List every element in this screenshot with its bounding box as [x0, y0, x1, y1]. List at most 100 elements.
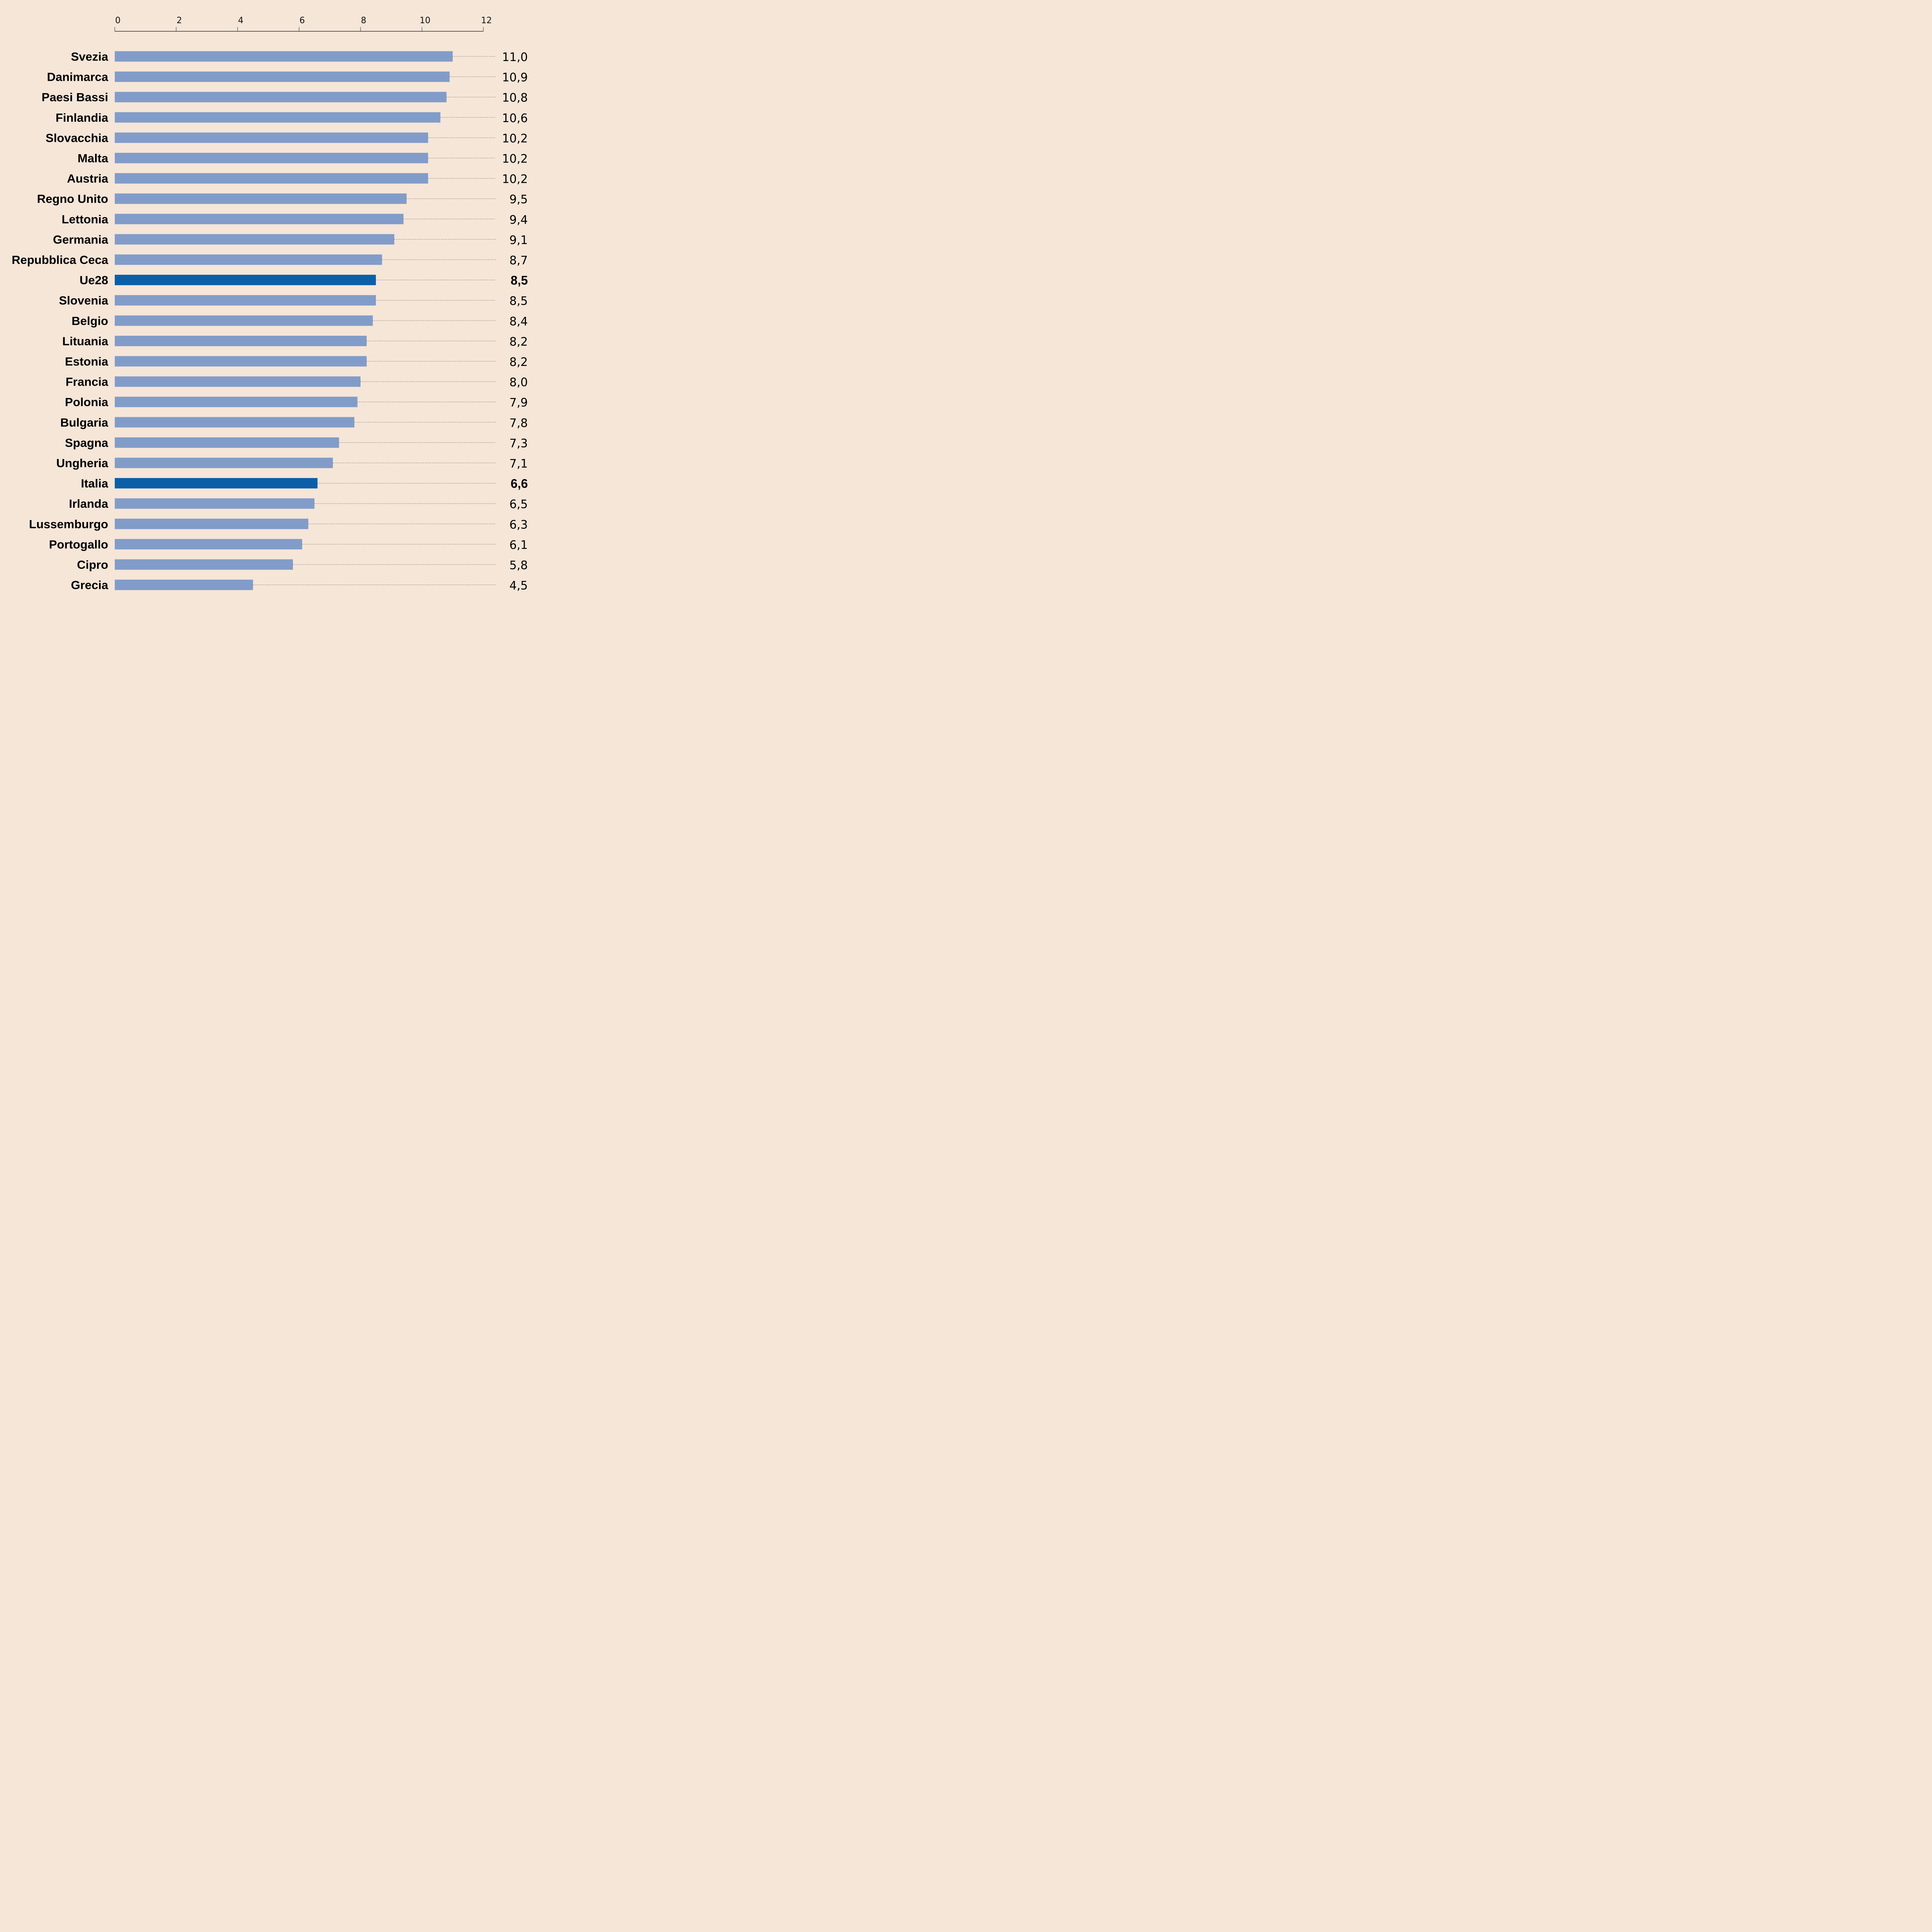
value-label: 10,2: [502, 173, 528, 186]
bar: [115, 417, 355, 428]
x-tick-label: 12: [481, 16, 492, 26]
value-label: 6,6: [511, 477, 528, 491]
bar-highlighted: [115, 275, 376, 286]
bar: [115, 112, 440, 123]
bar-row: Estonia 8,2: [65, 355, 528, 369]
category-label: Spagna: [65, 436, 109, 449]
x-tick-label: 6: [299, 16, 305, 26]
value-label: 7,9: [509, 396, 528, 410]
bar-row: Ungheria 7,1: [56, 456, 528, 471]
value-label: 9,5: [509, 193, 528, 206]
bar-row: Italia 6,6: [81, 477, 528, 491]
value-label: 4,5: [509, 579, 528, 593]
bar-row: Repubblica Ceca 8,7: [12, 253, 528, 267]
value-label: 10,8: [502, 91, 528, 105]
x-tick-label: 8: [361, 16, 366, 26]
bar: [115, 315, 373, 326]
value-label: 7,3: [509, 437, 528, 450]
bar-row: Cipro 5,8: [77, 558, 528, 572]
bar-row: Belgio 8,4: [71, 314, 528, 328]
value-label: 8,2: [509, 335, 528, 349]
x-tick-label: 0: [115, 16, 121, 26]
value-label: 10,6: [502, 112, 528, 125]
bar-row: Finlandia 10,6: [56, 111, 528, 125]
bar-row: Irlanda 6,5: [69, 497, 528, 511]
bar: [115, 92, 447, 102]
category-label: Finlandia: [56, 111, 109, 124]
value-label: 10,2: [502, 152, 528, 166]
value-label: 6,5: [509, 498, 528, 511]
category-label: Lituania: [62, 334, 109, 348]
bar: [115, 214, 404, 224]
bar: [115, 295, 376, 306]
bar: [115, 51, 453, 62]
value-label: 9,1: [509, 233, 528, 247]
value-label: 8,4: [509, 315, 528, 328]
bar: [115, 539, 302, 549]
bar: [115, 437, 339, 448]
x-tick-label: 2: [177, 16, 182, 26]
value-label: 8,5: [511, 274, 528, 287]
bar-row: Bulgaria 7,8: [60, 416, 528, 430]
value-label: 10,9: [502, 71, 528, 85]
bar-row: Grecia 4,5: [71, 578, 528, 593]
bar-row: Danimarca 10,9: [47, 70, 528, 85]
x-tick-label: 4: [238, 16, 243, 26]
bar: [115, 519, 308, 529]
bar: [115, 580, 253, 590]
bar-row: Svezia 11,0: [71, 50, 528, 64]
category-label: Grecia: [71, 578, 108, 592]
category-label: Malta: [78, 151, 109, 165]
category-label: Italia: [81, 477, 108, 490]
bar: [115, 335, 367, 346]
bar: [115, 193, 407, 204]
bar-row: Regno Unito 9,5: [37, 192, 528, 206]
bar: [115, 559, 293, 570]
bar: [115, 396, 358, 407]
bar-row: Lituania 8,2: [62, 334, 528, 349]
bar-row: Francia 8,0: [66, 375, 528, 389]
bar-row: Lussemburgo 6,3: [29, 517, 528, 532]
bar-row: Spagna 7,3: [65, 436, 528, 450]
value-label: 8,7: [509, 254, 528, 267]
value-label: 5,8: [509, 559, 528, 572]
bar: [115, 356, 367, 367]
category-label: Ue28: [80, 274, 108, 287]
bar-row: Slovacchia 10,2: [46, 131, 528, 145]
x-axis: 0 2 4 6 8 10 12: [114, 16, 492, 32]
bar-highlighted: [115, 478, 318, 489]
category-label: Repubblica Ceca: [12, 253, 109, 267]
category-label: Irlanda: [69, 497, 108, 510]
category-label: Cipro: [77, 558, 108, 571]
bar: [115, 132, 428, 143]
bar: [115, 254, 382, 265]
category-label: Ungheria: [56, 456, 109, 470]
bar-row: Germania 9,1: [53, 233, 528, 247]
bar-row: Slovenia 8,5: [59, 294, 528, 308]
bar-row: Malta 10,2: [78, 151, 528, 166]
category-label: Slovenia: [59, 294, 109, 307]
category-label: Danimarca: [47, 70, 108, 84]
bar: [115, 457, 333, 468]
bar-row: Lettonia 9,4: [61, 213, 528, 227]
bar: [115, 173, 428, 184]
category-label: Bulgaria: [60, 416, 109, 429]
category-label: Francia: [66, 375, 109, 389]
bar: [115, 71, 450, 82]
value-label: 7,1: [509, 457, 528, 471]
bar-row: Austria 10,2: [67, 172, 528, 186]
value-label: 7,8: [509, 417, 528, 430]
value-label: 9,4: [509, 213, 528, 227]
x-tick-label: 10: [420, 16, 430, 26]
bar-row: Ue28 8,5: [80, 274, 528, 287]
bar: [115, 498, 315, 509]
category-label: Lettonia: [61, 213, 108, 226]
category-label: Slovacchia: [46, 131, 109, 145]
category-label: Portogallo: [49, 537, 108, 551]
value-label: 6,1: [509, 538, 528, 552]
category-label: Germania: [53, 233, 109, 246]
value-label: 8,0: [509, 376, 528, 389]
bar-row: Polonia 7,9: [65, 395, 528, 410]
value-label: 11,0: [502, 51, 528, 64]
bar: [115, 376, 361, 387]
